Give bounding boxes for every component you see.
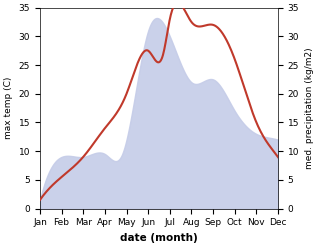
Y-axis label: max temp (C): max temp (C): [4, 77, 13, 139]
Y-axis label: med. precipitation (kg/m2): med. precipitation (kg/m2): [305, 47, 314, 169]
X-axis label: date (month): date (month): [120, 233, 198, 243]
